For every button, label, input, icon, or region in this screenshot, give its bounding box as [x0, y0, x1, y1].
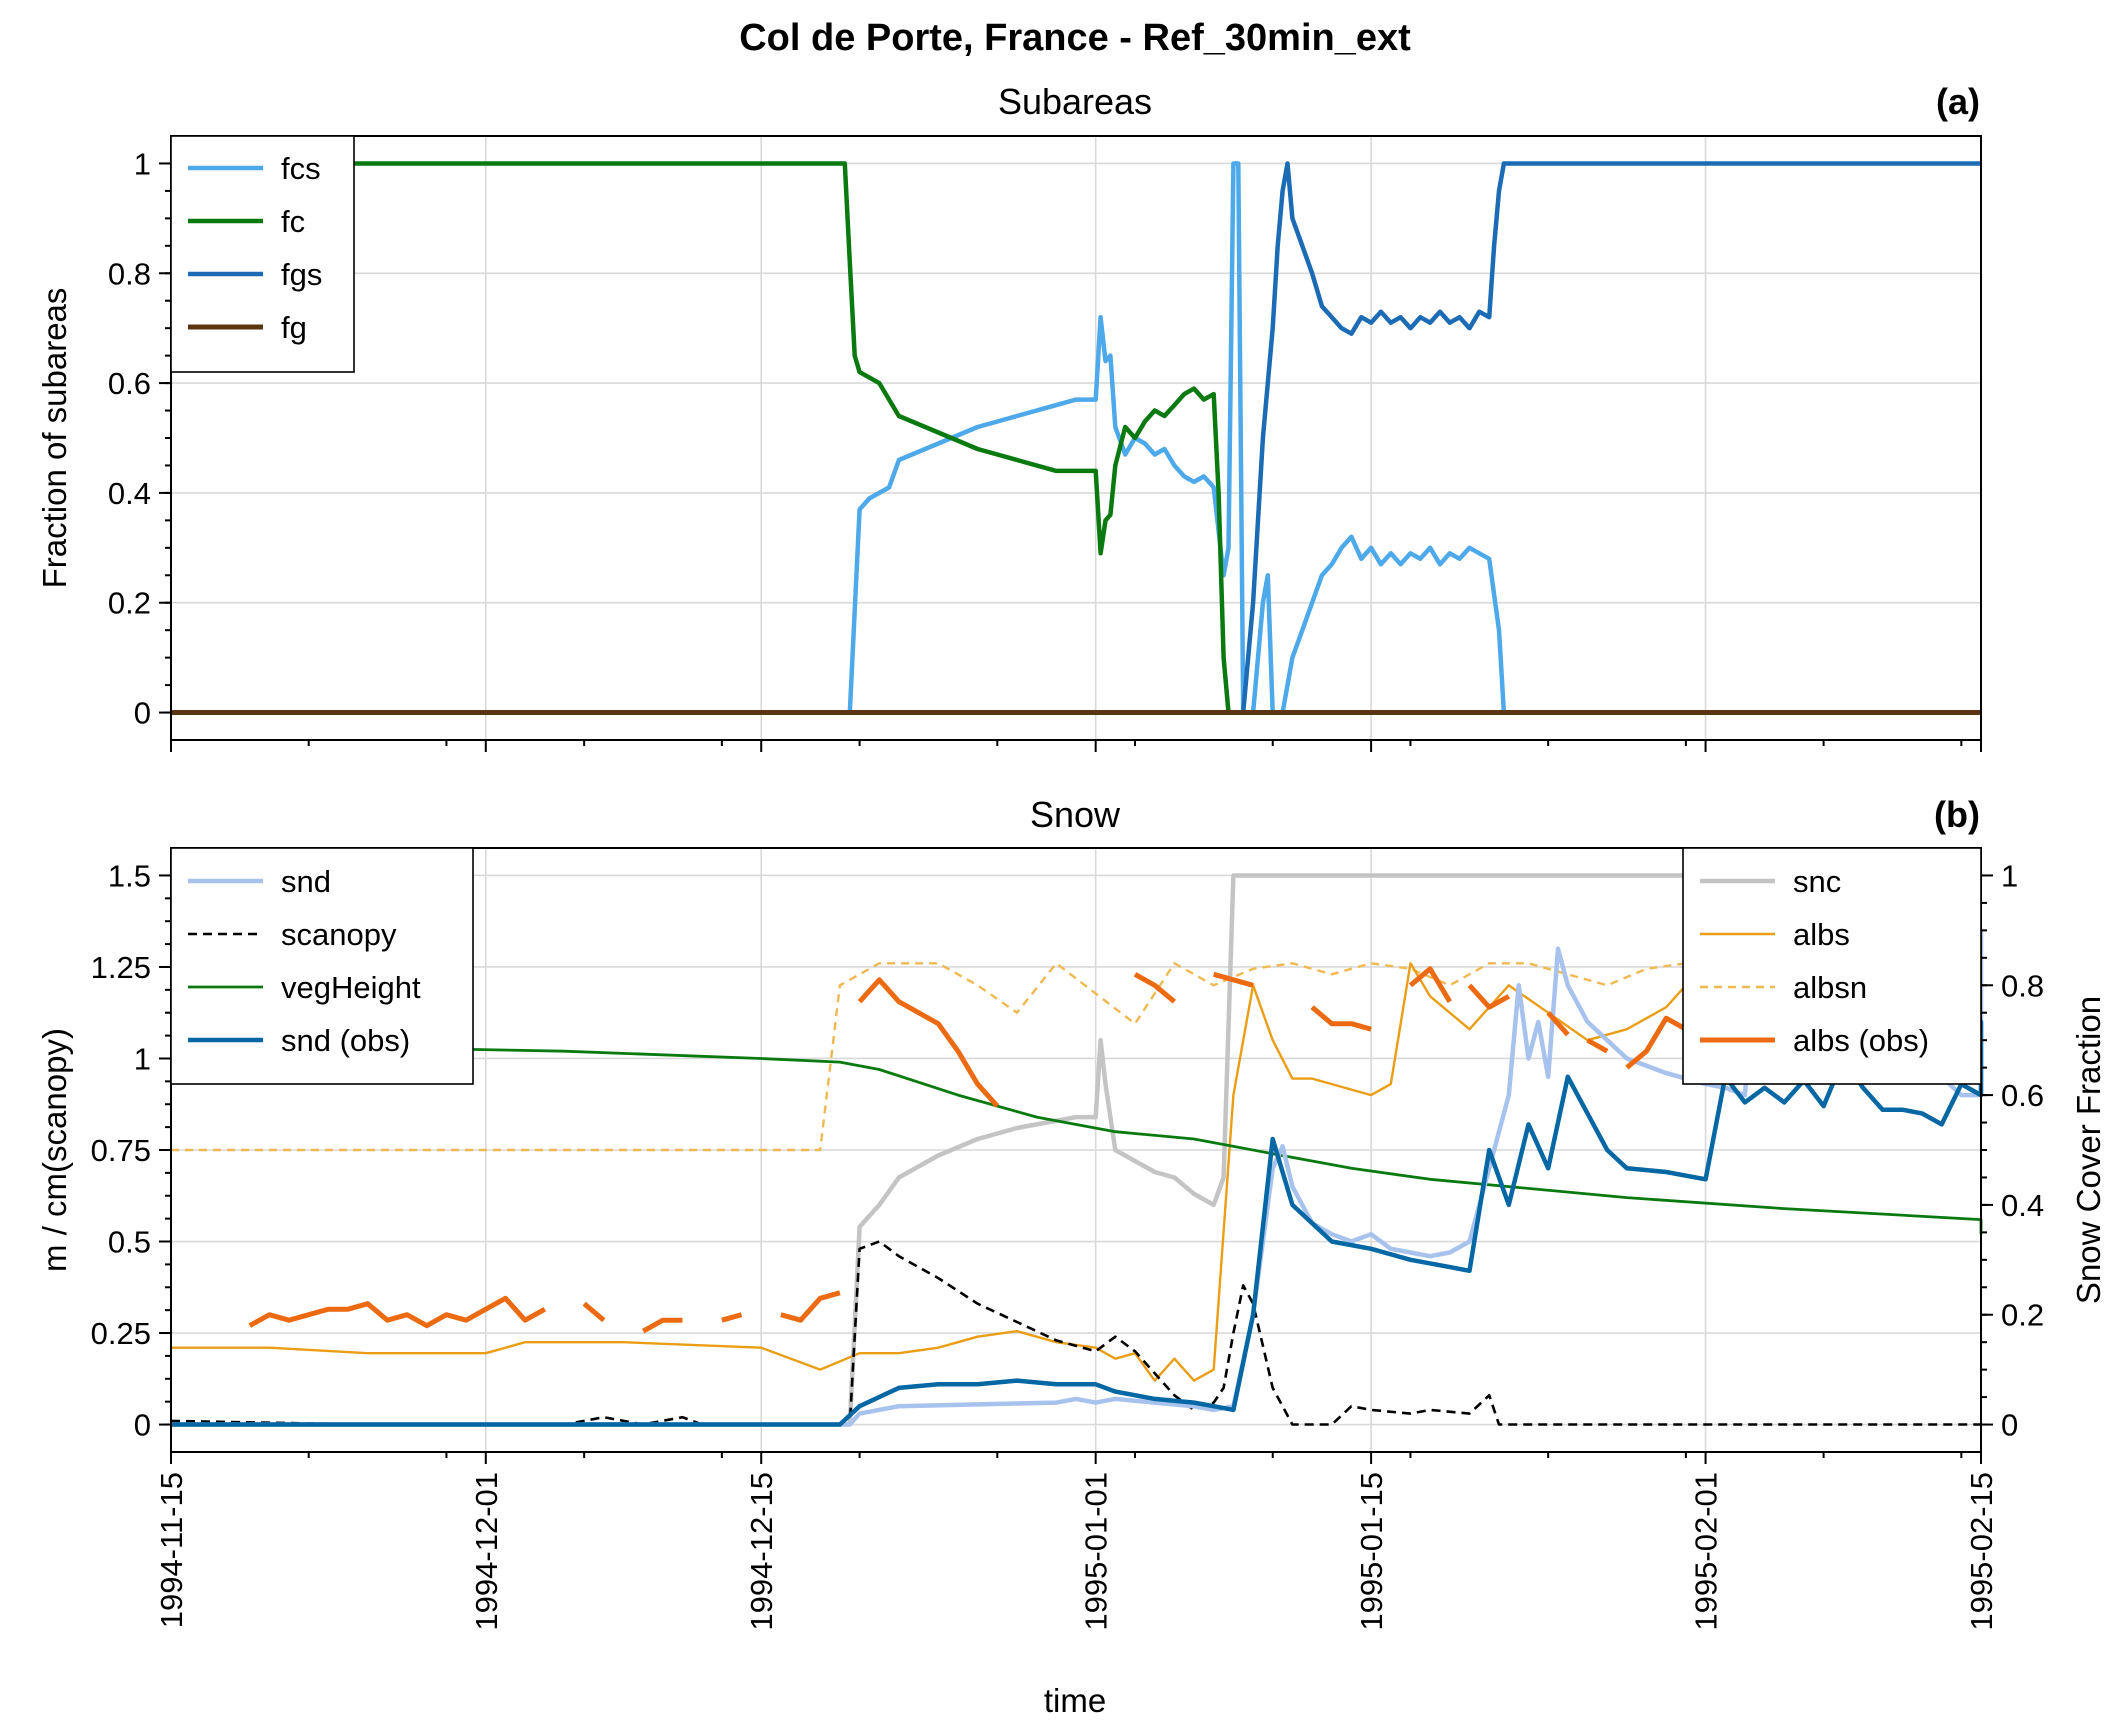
- x-axis-label: time: [1044, 1682, 1106, 1719]
- panel-b-ylabel: m / cm(scanopy): [36, 1028, 73, 1272]
- y-tick-label: 0.25: [91, 1316, 151, 1351]
- figure-title: Col de Porte, France - Ref_30min_ext: [739, 17, 1411, 59]
- panel-b: Snow (b) 1994-11-15 1994-12-01 1994-12-15 1…: [36, 794, 2107, 1719]
- series-albs-obs-segment: [1546, 1011, 1570, 1037]
- series-albs-obs-segment: [248, 1295, 547, 1329]
- series-fc: [171, 161, 1981, 715]
- panel-a-ticks: 0 0.2 0.4 0.6 0.8 1: [108, 146, 1982, 752]
- x-tick-label: 1995-02-01: [1689, 1472, 1724, 1631]
- panel-b-legend-left-box: [170, 847, 474, 1085]
- y-tick-label: 0.6: [108, 366, 151, 401]
- series-albs-obs-segment: [1213, 971, 1254, 988]
- y2-tick-label: 0.6: [2001, 1078, 2044, 1113]
- legend-label-fc: fc: [281, 204, 305, 239]
- series-snc: [171, 873, 1981, 1427]
- y-tick-label: 0.2: [108, 586, 151, 621]
- legend-label-snc: snc: [1793, 864, 1841, 899]
- y2-tick-label: 1: [2001, 858, 2018, 893]
- legend-label-albs: albs: [1793, 917, 1850, 952]
- y-tick-label: 0.8: [108, 256, 151, 291]
- series-albs-obs-segment: [857, 977, 1000, 1108]
- legend-label-vegHeight: vegHeight: [281, 970, 421, 1005]
- legend-label-snd: snd: [281, 864, 331, 899]
- series-albs-obs-segment: [1586, 1038, 1609, 1054]
- y-tick-label: 1: [134, 146, 151, 181]
- panel-a-frame: [170, 135, 1982, 741]
- panel-b-y2label: Snow Cover Fraction: [2070, 996, 2107, 1304]
- y-tick-label: 0: [134, 696, 151, 731]
- series-fcs: [171, 161, 1981, 715]
- x-tick-label: 1994-12-15: [744, 1472, 779, 1631]
- x-tick-label: 1995-02-15: [1964, 1472, 1999, 1631]
- x-tick-label: 1994-12-01: [469, 1472, 504, 1631]
- panel-a-grid: [170, 136, 1982, 740]
- y-tick-label: 1.25: [91, 950, 151, 985]
- panel-b-legend-right: snc albs albsn albs (obs): [1682, 847, 1982, 1085]
- y-tick-label: 1: [134, 1041, 151, 1076]
- x-tick-label: 1994-11-15: [154, 1472, 189, 1628]
- panel-a-series: [171, 161, 1981, 715]
- y2-tick-label: 0.2: [2001, 1298, 2044, 1333]
- legend-label-snd-obs: snd (obs): [281, 1023, 410, 1058]
- x-tick-label: 1995-01-15: [1354, 1472, 1389, 1631]
- series-vegHeight: [170, 1042, 1983, 1235]
- legend-label-fcs: fcs: [281, 151, 321, 186]
- series-albs-obs-segment: [641, 1317, 683, 1334]
- y-tick-label: 0.75: [91, 1133, 151, 1168]
- y2-tick-label: 0.8: [2001, 968, 2044, 1003]
- y-tick-label: 0.5: [108, 1225, 151, 1260]
- legend-label-albs-obs: albs (obs): [1793, 1023, 1929, 1058]
- y-tick-label: 0: [134, 1408, 151, 1443]
- panel-a-legend-box: [170, 135, 355, 373]
- series-fgs: [171, 161, 1981, 715]
- legend-label-fg: fg: [281, 310, 307, 345]
- series-albs-obs-segment: [1467, 983, 1511, 1010]
- panel-b-legend-left: snd scanopy vegHeight snd (obs): [170, 847, 474, 1085]
- x-tick-label: 1995-01-01: [1079, 1472, 1114, 1631]
- series-albs-obs-segment: [1408, 966, 1452, 1003]
- y2-tick-label: 0: [2001, 1408, 2018, 1443]
- panel-a-title: Subareas: [998, 81, 1152, 122]
- series-albs-obs-segment: [1310, 1005, 1372, 1032]
- panel-a-label: (a): [1936, 81, 1980, 122]
- series-scanopy: [170, 1240, 1981, 1426]
- y-tick-label: 1.5: [108, 858, 151, 893]
- panel-b-title: Snow: [1030, 794, 1121, 835]
- series-albs-obs-segment: [780, 1290, 841, 1323]
- y2-tick-label: 0.4: [2001, 1188, 2044, 1223]
- panel-b-frame: [170, 847, 1982, 1453]
- panel-a-ylabel: Fraction of subareas: [36, 288, 73, 589]
- panel-b-legend-right-box: [1682, 847, 1982, 1085]
- panel-b-ticks: 1994-11-15 1994-12-01 1994-12-15 1995-01-01…: [91, 858, 2044, 1630]
- panel-a: Subareas (a) 0 0.2 0.4 0.6 0.8 1 Fraction of …: [36, 81, 1982, 752]
- legend-label-fgs: fgs: [281, 257, 322, 292]
- panel-b-label: (b): [1934, 794, 1980, 835]
- legend-label-albsn: albsn: [1793, 970, 1867, 1005]
- series-albs-obs-segment: [1133, 972, 1176, 1004]
- series-albs-obs-segment: [582, 1301, 606, 1323]
- series-albs-obs-segment: [721, 1312, 743, 1323]
- legend-label-scanopy: scanopy: [281, 917, 397, 952]
- y-tick-label: 0.4: [108, 476, 151, 511]
- panel-a-legend: fcs fc fgs fg: [170, 135, 355, 373]
